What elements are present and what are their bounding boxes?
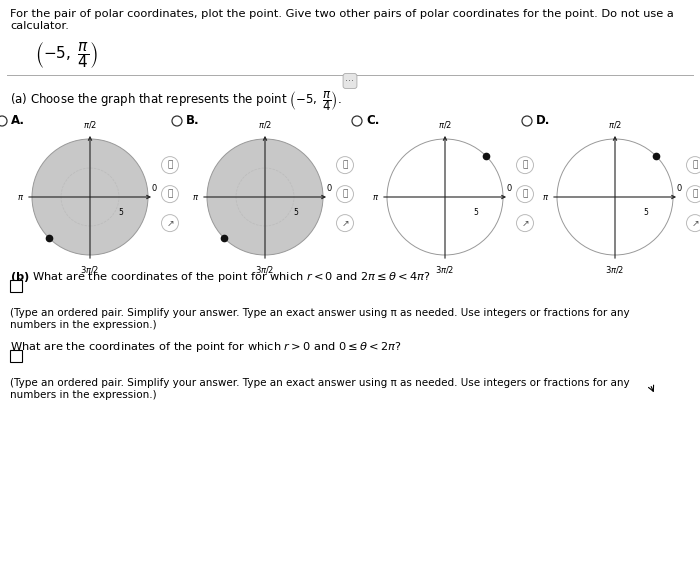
Text: ↗: ↗ xyxy=(692,219,699,228)
Text: ↗: ↗ xyxy=(167,219,174,228)
Circle shape xyxy=(687,185,700,202)
Text: C.: C. xyxy=(366,115,379,128)
Text: A.: A. xyxy=(11,115,25,128)
Circle shape xyxy=(517,185,533,202)
Text: $3\pi/2$: $3\pi/2$ xyxy=(435,264,455,275)
Text: What are the coordinates of the point for which $r>0$ and $0\leq\theta<2\pi$?: What are the coordinates of the point fo… xyxy=(10,340,402,354)
Text: $0$: $0$ xyxy=(506,182,512,193)
Circle shape xyxy=(557,139,673,255)
Text: $5$: $5$ xyxy=(643,206,649,217)
Text: ⌕: ⌕ xyxy=(167,189,173,198)
Text: ⌕: ⌕ xyxy=(342,189,348,198)
Circle shape xyxy=(522,116,532,126)
Text: (Type an ordered pair. Simplify your answer. Type an exact answer using π as nee: (Type an ordered pair. Simplify your ans… xyxy=(10,378,629,388)
Text: D.: D. xyxy=(536,115,550,128)
Text: ↗: ↗ xyxy=(342,219,349,228)
Text: $0$: $0$ xyxy=(151,182,158,193)
Circle shape xyxy=(162,157,178,174)
Text: $\mathbf{(b)}$ What are the coordinates of the point for which $r<0$ and $2\pi\l: $\mathbf{(b)}$ What are the coordinates … xyxy=(10,270,431,284)
Text: $\pi$: $\pi$ xyxy=(372,193,379,202)
Text: calculator.: calculator. xyxy=(10,21,69,31)
Text: $\pi/2$: $\pi/2$ xyxy=(258,119,272,130)
Circle shape xyxy=(352,116,362,126)
Text: ⌕: ⌕ xyxy=(692,189,698,198)
Text: (Type an ordered pair. Simplify your answer. Type an exact answer using π as nee: (Type an ordered pair. Simplify your ans… xyxy=(10,308,629,318)
Circle shape xyxy=(687,157,700,174)
Circle shape xyxy=(162,185,178,202)
FancyBboxPatch shape xyxy=(10,350,22,362)
Circle shape xyxy=(517,215,533,232)
Text: $\pi/2$: $\pi/2$ xyxy=(438,119,452,130)
Circle shape xyxy=(517,157,533,174)
Circle shape xyxy=(387,139,503,255)
Circle shape xyxy=(687,215,700,232)
Text: $0$: $0$ xyxy=(676,182,682,193)
Circle shape xyxy=(0,116,7,126)
Text: ⌕: ⌕ xyxy=(522,189,528,198)
Text: $3\pi/2$: $3\pi/2$ xyxy=(256,264,274,275)
Text: ↗: ↗ xyxy=(522,219,528,228)
Text: ⌕: ⌕ xyxy=(692,161,698,170)
Text: $\pi$: $\pi$ xyxy=(192,193,199,202)
Text: $\left(-5,\;\dfrac{\pi}{4}\right)$: $\left(-5,\;\dfrac{\pi}{4}\right)$ xyxy=(35,40,97,70)
Text: (a) Choose the graph that represents the point $\left(-5,\;\dfrac{\pi}{4}\right): (a) Choose the graph that represents the… xyxy=(10,89,342,113)
Text: $\pi$: $\pi$ xyxy=(17,193,24,202)
Circle shape xyxy=(337,215,354,232)
Text: $5$: $5$ xyxy=(293,206,299,217)
Text: $5$: $5$ xyxy=(473,206,479,217)
Text: $\pi/2$: $\pi/2$ xyxy=(608,119,622,130)
Text: $5$: $5$ xyxy=(118,206,124,217)
Text: $3\pi/2$: $3\pi/2$ xyxy=(80,264,99,275)
Text: $\pi/2$: $\pi/2$ xyxy=(83,119,97,130)
Text: $3\pi/2$: $3\pi/2$ xyxy=(606,264,624,275)
Circle shape xyxy=(337,185,354,202)
Text: ···: ··· xyxy=(346,76,354,86)
Circle shape xyxy=(337,157,354,174)
Text: $0$: $0$ xyxy=(326,182,332,193)
Text: For the pair of polar coordinates, plot the point. Give two other pairs of polar: For the pair of polar coordinates, plot … xyxy=(10,9,673,19)
Text: $\pi$: $\pi$ xyxy=(542,193,549,202)
Circle shape xyxy=(207,139,323,255)
Text: numbers in the expression.): numbers in the expression.) xyxy=(10,320,157,330)
Text: ⌕: ⌕ xyxy=(522,161,528,170)
Text: ⌕: ⌕ xyxy=(342,161,348,170)
Circle shape xyxy=(172,116,182,126)
Circle shape xyxy=(32,139,148,255)
Text: numbers in the expression.): numbers in the expression.) xyxy=(10,390,157,400)
Circle shape xyxy=(162,215,178,232)
Text: ⌕: ⌕ xyxy=(167,161,173,170)
FancyBboxPatch shape xyxy=(10,280,22,292)
Text: B.: B. xyxy=(186,115,200,128)
